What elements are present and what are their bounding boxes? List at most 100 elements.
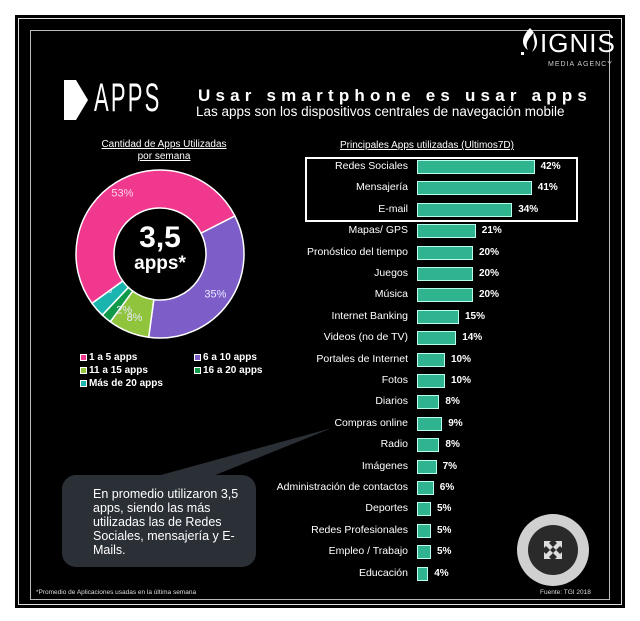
bar-value: 15% — [465, 310, 486, 322]
legend-item: 1 a 5 apps — [80, 352, 137, 363]
legend-swatch — [80, 380, 87, 387]
legend-label: Más de 20 apps — [89, 378, 163, 389]
donut-slice — [147, 214, 245, 339]
bar — [417, 523, 431, 538]
bar-value: 8% — [445, 396, 460, 408]
page-title: Usar smartphone es usar apps — [198, 86, 593, 105]
bar-label: Música — [374, 288, 408, 301]
bar-label: Internet Banking — [331, 309, 408, 322]
bar-value: 10% — [451, 353, 472, 365]
bar-label: Juegos — [374, 267, 408, 279]
donut-slice-label: 35% — [204, 288, 226, 300]
bar — [417, 352, 445, 367]
page-subtitle: Las apps son los dispositivos centrales … — [196, 104, 565, 119]
bar-value: 5% — [437, 503, 452, 515]
brand-name: IGNIS — [540, 28, 616, 58]
bar-label: Administración de contactos — [276, 481, 408, 493]
bar — [417, 502, 431, 517]
bar — [417, 331, 457, 346]
bar — [417, 459, 437, 474]
bar-value: 10% — [451, 375, 472, 386]
bar-label: Mapas/ GPS — [348, 224, 408, 237]
brand-subtitle: MEDIA AGENCY — [548, 61, 613, 68]
source: Fuente: TGI 2018 — [540, 589, 591, 596]
bar — [417, 245, 473, 260]
expand-arrows-icon — [528, 525, 578, 575]
bar-value: 20% — [479, 268, 500, 279]
footnote: *Promedio de Aplicaciones usadas en la ú… — [36, 589, 197, 596]
highlight-box — [305, 157, 578, 222]
legend-swatch — [80, 367, 87, 374]
donut-title-line2: por semana — [137, 151, 191, 162]
legend-label: 1 a 5 apps — [89, 352, 138, 363]
donut-title: Cantidad de Apps Utilizadas por semana — [86, 139, 242, 163]
bar — [417, 181, 532, 196]
bar — [417, 395, 440, 410]
bar — [417, 224, 476, 239]
bar — [417, 416, 443, 431]
bar — [417, 267, 473, 281]
donut-center-unit: apps* — [134, 253, 186, 274]
legend-swatch — [194, 354, 201, 361]
bar-label: Imágenes — [361, 459, 408, 472]
bar-value: 5% — [437, 524, 452, 536]
legend-label: 16 a 20 apps — [203, 365, 263, 376]
bar-value: 41% — [537, 182, 558, 194]
bar-value: 42% — [540, 161, 561, 172]
bar — [417, 566, 429, 581]
bar — [417, 374, 445, 388]
play-arrow-icon — [64, 80, 88, 120]
bar-label: Redes Sociales — [335, 160, 408, 172]
bar-label: Educación — [358, 566, 408, 579]
donut-slice-label: 53% — [111, 188, 133, 200]
bar — [417, 288, 473, 303]
bar-label: Empleo / Trabajo — [328, 545, 408, 558]
legend-swatch — [194, 367, 201, 374]
bar — [417, 160, 535, 174]
flame-icon — [521, 28, 538, 55]
apps-logo-text: APPS — [94, 76, 162, 120]
bar-label: Deportes — [365, 502, 408, 515]
bar-value: 21% — [481, 225, 502, 237]
bar-label: Portales de Internet — [316, 352, 408, 365]
bar-value: 5% — [437, 546, 452, 558]
bar-value: 20% — [479, 246, 500, 258]
bar-value: 4% — [434, 567, 449, 579]
legend-label: 6 a 10 apps — [203, 352, 257, 363]
bar-label: Compras online — [334, 416, 408, 429]
donut-slice-label: 8% — [127, 312, 143, 324]
bar-label: Fotos — [381, 374, 408, 386]
bar-value: 7% — [442, 460, 458, 472]
bar-value: 34% — [518, 203, 539, 215]
bar-chart-title: Principales Apps utilizadas (Ultimos7D) — [340, 140, 514, 151]
bar-value: 9% — [448, 417, 463, 429]
donut-slice — [75, 169, 236, 305]
bar — [417, 202, 513, 217]
bar-label: E-mail — [378, 202, 408, 215]
bar-label: Redes Profesionales — [311, 523, 408, 536]
donut-slice-label: 2% — [116, 304, 132, 316]
bar — [417, 481, 434, 495]
legend-label: 11 a 15 apps — [89, 365, 148, 376]
bar-value: 6% — [439, 482, 455, 493]
legend-item: Más de 20 apps — [80, 378, 163, 389]
callout-text: En promedio utilizaron 3,5 apps, siendo … — [93, 487, 239, 557]
bar-label: Radio — [380, 438, 408, 451]
bar-label: Videos (no de TV) — [323, 331, 408, 344]
bar-value: 14% — [462, 332, 483, 344]
ignis-logo: IGNIS — [518, 28, 616, 58]
legend-item: 11 a 15 apps — [80, 365, 148, 376]
bar-value: 20% — [479, 289, 500, 301]
bar-value: 8% — [445, 439, 460, 451]
bar — [417, 545, 431, 560]
donut-title-line1: Cantidad de Apps Utilizadas — [101, 139, 227, 150]
bar-label: Diarios — [375, 395, 408, 408]
legend-swatch — [80, 354, 87, 361]
callout-bubble — [62, 475, 256, 567]
bar-label: Pronóstico del tiempo — [307, 245, 408, 258]
legend-item: 16 a 20 apps — [194, 365, 262, 376]
apps-logo: APPS — [64, 76, 159, 127]
bar — [417, 309, 459, 324]
expand-button[interactable] — [517, 514, 589, 586]
